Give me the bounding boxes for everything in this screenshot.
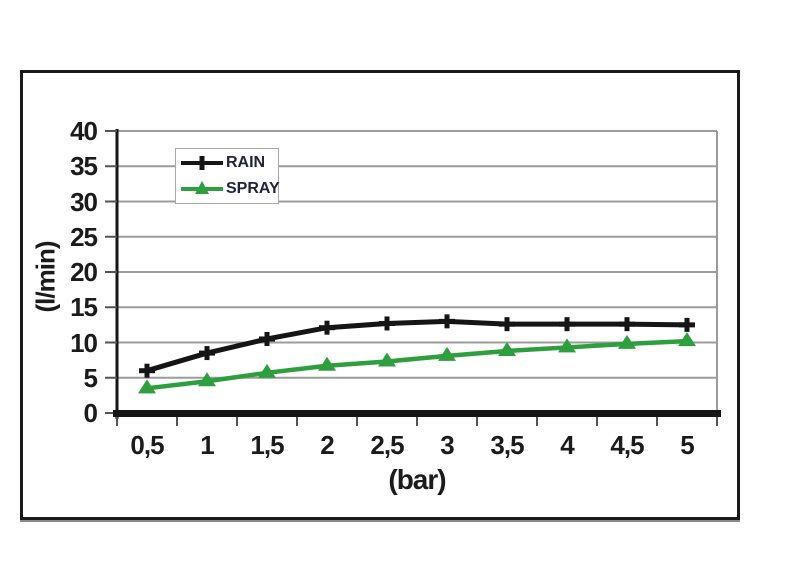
x-tick-label: 2,5 bbox=[370, 430, 404, 460]
x-tick-label: 2 bbox=[320, 430, 334, 460]
x-tick-label: 0,5 bbox=[130, 430, 164, 460]
y-tick-label: 25 bbox=[70, 221, 98, 252]
legend-label-spray: SPRAY bbox=[226, 180, 280, 197]
x-tick-label: 5 bbox=[680, 430, 694, 460]
x-tick-label: 3,5 bbox=[490, 430, 524, 460]
rain-series-marker-icon bbox=[181, 156, 223, 170]
x-tick-label: 4 bbox=[560, 430, 574, 460]
y-tick-label: 5 bbox=[83, 362, 98, 393]
chart-legend: RAIN SPRAY bbox=[175, 148, 280, 204]
y-tick-label: 35 bbox=[70, 151, 98, 182]
y-tick-label: 30 bbox=[70, 186, 98, 217]
x-tick-label: 1 bbox=[200, 430, 214, 460]
spray-series-marker-icon bbox=[181, 181, 223, 194]
legend-label-rain: RAIN bbox=[226, 154, 266, 171]
x-tick-label: 4,5 bbox=[610, 430, 644, 460]
y-tick-label: 0 bbox=[83, 398, 98, 428]
x-axis-title: (bar) bbox=[388, 464, 446, 495]
chart-frame bbox=[20, 70, 740, 520]
y-tick-label: 15 bbox=[70, 292, 98, 323]
y-tick-label: 40 bbox=[70, 116, 98, 146]
x-tick-label: 3 bbox=[440, 430, 454, 460]
y-axis-title-text: (l/min) bbox=[30, 241, 61, 313]
legend-item-rain: RAIN bbox=[180, 151, 274, 175]
y-tick-label: 10 bbox=[70, 327, 98, 358]
y-tick-label: 20 bbox=[70, 257, 98, 287]
x-tick-label: 1,5 bbox=[250, 430, 284, 460]
legend-item-spray: SPRAY bbox=[180, 177, 280, 201]
